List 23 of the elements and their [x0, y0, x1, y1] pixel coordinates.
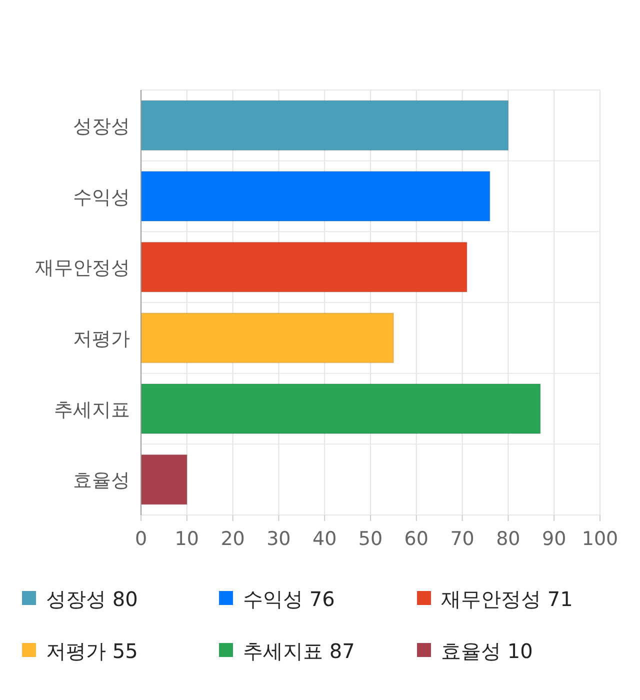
legend-label: 효율성 10 — [441, 639, 533, 663]
y-tick-label: 수익성 — [73, 186, 130, 208]
x-tick-label: 40 — [312, 528, 337, 550]
legend-label: 수익성 76 — [243, 587, 335, 611]
legend-label: 성장성 80 — [46, 587, 138, 611]
x-tick-label: 0 — [134, 528, 148, 550]
legend-label: 재무안정성 71 — [441, 587, 573, 611]
x-tick-label: 90 — [542, 528, 566, 550]
y-tick-label: 성장성 — [73, 115, 130, 138]
legend-label: 추세지표 87 — [243, 639, 355, 663]
x-tick-label: 70 — [450, 528, 474, 550]
x-tick-label: 20 — [220, 528, 245, 550]
x-tick-label: 80 — [496, 528, 520, 550]
y-tick-label: 재무안정성 — [35, 257, 130, 280]
x-tick-label: 60 — [404, 528, 428, 550]
y-tick-label: 저평가 — [73, 328, 130, 350]
x-tick-label: 10 — [174, 528, 199, 550]
x-tick-label: 30 — [266, 528, 291, 550]
y-tick-label: 효율성 — [73, 470, 130, 492]
x-tick-label: 100 — [582, 528, 618, 550]
x-tick-label: 50 — [358, 528, 383, 550]
y-tick-label: 추세지표 — [54, 398, 130, 421]
legend-label: 저평가 55 — [46, 639, 138, 663]
